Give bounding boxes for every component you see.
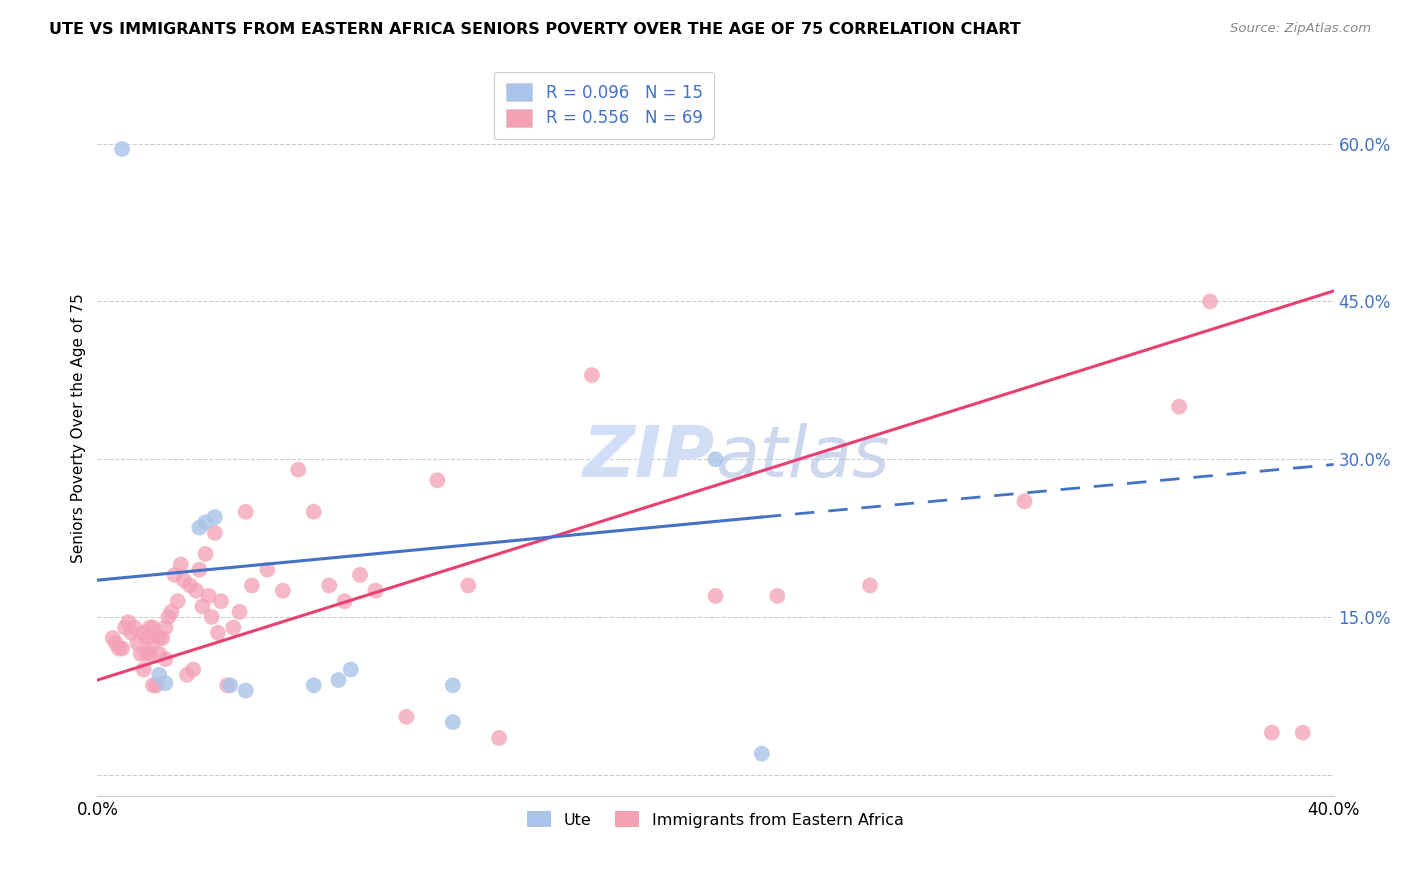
Point bbox=[114, 620, 136, 634]
Point bbox=[142, 620, 165, 634]
Point bbox=[176, 668, 198, 682]
Point bbox=[148, 668, 170, 682]
Point bbox=[859, 578, 882, 592]
Point bbox=[188, 520, 211, 534]
Point bbox=[111, 142, 134, 156]
Point bbox=[142, 636, 165, 650]
Text: ZIP: ZIP bbox=[583, 423, 716, 491]
Point bbox=[441, 678, 464, 692]
Point bbox=[217, 678, 239, 692]
Point bbox=[194, 516, 217, 530]
Point bbox=[704, 589, 727, 603]
Point bbox=[287, 463, 309, 477]
Point bbox=[222, 620, 245, 634]
Point bbox=[204, 525, 226, 540]
Point bbox=[235, 505, 257, 519]
Text: atlas: atlas bbox=[716, 423, 890, 491]
Point bbox=[166, 594, 188, 608]
Point bbox=[135, 631, 157, 645]
Legend: Ute, Immigrants from Eastern Africa: Ute, Immigrants from Eastern Africa bbox=[519, 803, 912, 836]
Point bbox=[457, 578, 479, 592]
Point bbox=[302, 505, 325, 519]
Point bbox=[155, 620, 177, 634]
Point bbox=[194, 547, 217, 561]
Point bbox=[318, 578, 340, 592]
Point bbox=[209, 594, 232, 608]
Text: Source: ZipAtlas.com: Source: ZipAtlas.com bbox=[1230, 22, 1371, 36]
Point bbox=[201, 610, 224, 624]
Point bbox=[179, 578, 201, 592]
Point bbox=[204, 510, 226, 524]
Point bbox=[302, 678, 325, 692]
Point bbox=[186, 583, 208, 598]
Point bbox=[173, 573, 195, 587]
Point bbox=[441, 715, 464, 730]
Point bbox=[1261, 725, 1284, 739]
Point bbox=[124, 620, 146, 634]
Point bbox=[135, 647, 157, 661]
Point bbox=[104, 636, 127, 650]
Point bbox=[1168, 400, 1191, 414]
Point bbox=[170, 558, 193, 572]
Point bbox=[1292, 725, 1315, 739]
Point bbox=[145, 678, 167, 692]
Point bbox=[235, 683, 257, 698]
Point bbox=[240, 578, 263, 592]
Point bbox=[1014, 494, 1036, 508]
Point bbox=[1199, 294, 1222, 309]
Point bbox=[197, 589, 219, 603]
Point bbox=[148, 647, 170, 661]
Point bbox=[127, 636, 149, 650]
Text: UTE VS IMMIGRANTS FROM EASTERN AFRICA SENIORS POVERTY OVER THE AGE OF 75 CORRELA: UTE VS IMMIGRANTS FROM EASTERN AFRICA SE… bbox=[49, 22, 1021, 37]
Point bbox=[160, 605, 183, 619]
Point bbox=[129, 647, 152, 661]
Point bbox=[581, 368, 603, 383]
Point bbox=[333, 594, 356, 608]
Point bbox=[395, 710, 418, 724]
Point bbox=[155, 676, 177, 690]
Point bbox=[163, 568, 186, 582]
Point bbox=[188, 563, 211, 577]
Point bbox=[328, 673, 350, 687]
Point bbox=[139, 647, 162, 661]
Point bbox=[148, 631, 170, 645]
Point bbox=[271, 583, 294, 598]
Point bbox=[132, 663, 155, 677]
Point bbox=[157, 610, 180, 624]
Point bbox=[155, 652, 177, 666]
Point bbox=[339, 663, 361, 677]
Point bbox=[219, 678, 242, 692]
Point bbox=[111, 641, 134, 656]
Point bbox=[207, 625, 229, 640]
Point bbox=[181, 663, 204, 677]
Point bbox=[191, 599, 214, 614]
Point bbox=[704, 452, 727, 467]
Y-axis label: Seniors Poverty Over the Age of 75: Seniors Poverty Over the Age of 75 bbox=[72, 293, 86, 563]
Point bbox=[488, 731, 510, 745]
Point bbox=[150, 631, 173, 645]
Point bbox=[751, 747, 773, 761]
Point bbox=[142, 678, 165, 692]
Point bbox=[364, 583, 387, 598]
Point bbox=[766, 589, 789, 603]
Point bbox=[101, 631, 124, 645]
Point bbox=[228, 605, 250, 619]
Point bbox=[117, 615, 139, 630]
Point bbox=[349, 568, 371, 582]
Point bbox=[256, 563, 278, 577]
Point bbox=[132, 625, 155, 640]
Point bbox=[426, 473, 449, 487]
Point bbox=[139, 620, 162, 634]
Point bbox=[108, 641, 131, 656]
Point bbox=[120, 625, 142, 640]
